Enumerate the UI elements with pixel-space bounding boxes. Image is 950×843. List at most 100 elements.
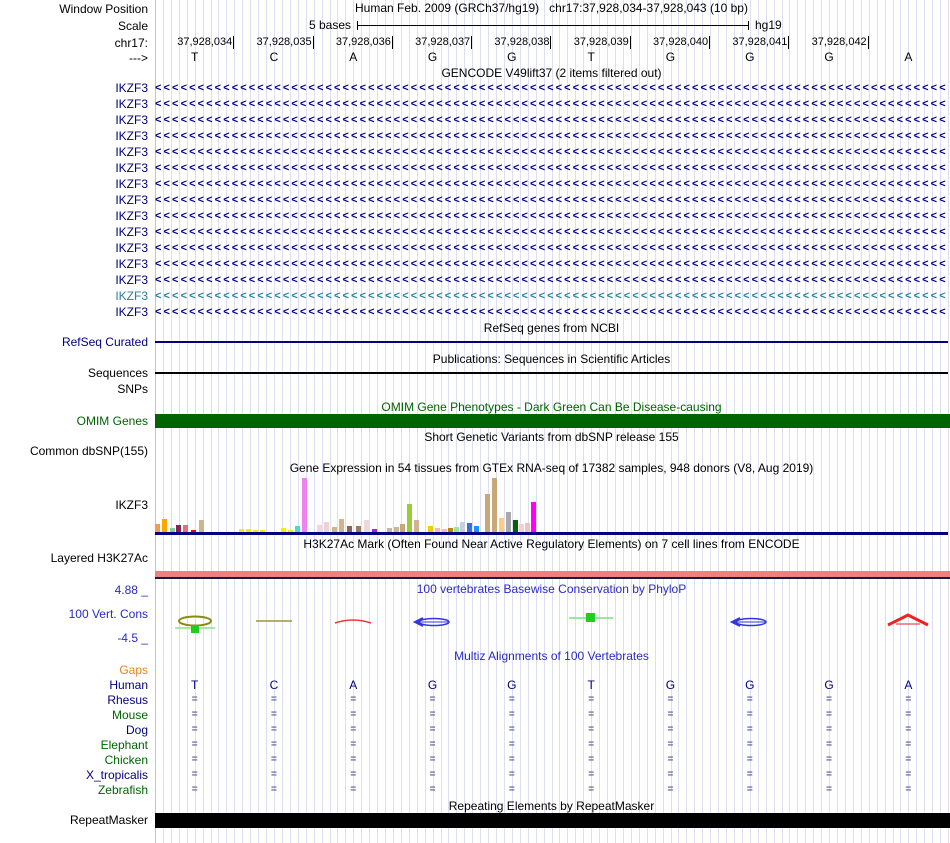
gencode-exon-arrows[interactable]: <<<<<<<<<<<<<<<<<<<<<<<<<<<<<<<<<<<<<<<<… [155, 82, 948, 94]
gtex-bar[interactable] [155, 524, 160, 532]
gtex-bar[interactable] [183, 525, 188, 532]
gencode-exon-arrows[interactable]: <<<<<<<<<<<<<<<<<<<<<<<<<<<<<<<<<<<<<<<<… [155, 242, 948, 254]
gencode-gene-label[interactable]: IKZF3 [115, 273, 148, 287]
gtex-bar[interactable] [324, 522, 329, 532]
species-label[interactable]: Mouse [111, 708, 148, 722]
gtex-gene-label[interactable]: IKZF3 [115, 498, 148, 512]
gtex-bar[interactable] [460, 522, 465, 532]
gtex-bar[interactable] [428, 526, 433, 532]
gencode-exon-arrows[interactable]: <<<<<<<<<<<<<<<<<<<<<<<<<<<<<<<<<<<<<<<<… [155, 146, 948, 158]
gtex-bar[interactable] [176, 525, 181, 532]
gtex-bar[interactable] [191, 530, 196, 532]
gtex-bar[interactable] [302, 478, 307, 532]
gencode-exon-arrows[interactable]: <<<<<<<<<<<<<<<<<<<<<<<<<<<<<<<<<<<<<<<<… [155, 258, 948, 270]
gtex-bar[interactable] [492, 478, 497, 532]
gtex-bar[interactable] [332, 527, 337, 532]
species-label[interactable]: Dog [125, 723, 148, 737]
gtex-bar[interactable] [253, 530, 258, 532]
gtex-bar[interactable] [394, 527, 399, 532]
gtex-bar[interactable] [448, 528, 453, 532]
h3k27ac-signal-bar[interactable] [155, 571, 950, 577]
gencode-exon-arrows[interactable]: <<<<<<<<<<<<<<<<<<<<<<<<<<<<<<<<<<<<<<<<… [155, 290, 948, 302]
phylop-label[interactable]: 100 Vert. Cons [68, 607, 148, 621]
gaps-label[interactable]: Gaps [119, 663, 148, 677]
gtex-bar[interactable] [474, 526, 479, 532]
gencode-exon-arrows[interactable]: <<<<<<<<<<<<<<<<<<<<<<<<<<<<<<<<<<<<<<<<… [155, 178, 948, 190]
phylop-mark-arc[interactable] [329, 614, 377, 636]
gtex-bar[interactable] [400, 524, 405, 532]
gtex-bar[interactable] [407, 504, 412, 532]
gencode-gene-label[interactable]: IKZF3 [115, 161, 148, 175]
gtex-bar[interactable] [454, 527, 459, 532]
gencode-exon-arrows[interactable]: <<<<<<<<<<<<<<<<<<<<<<<<<<<<<<<<<<<<<<<<… [155, 226, 948, 238]
gencode-gene-label[interactable]: IKZF3 [115, 241, 148, 255]
gtex-bar[interactable] [506, 512, 511, 532]
gtex-bar[interactable] [170, 528, 175, 532]
gtex-bar[interactable] [199, 520, 204, 532]
phylop-mark-caret[interactable] [884, 611, 932, 633]
gencode-gene-label[interactable]: IKZF3 [115, 113, 148, 127]
gtex-bar[interactable] [162, 519, 167, 532]
gtex-bar[interactable] [372, 529, 377, 532]
gtex-bar[interactable] [499, 518, 504, 532]
gtex-bar[interactable] [356, 526, 361, 532]
gencode-exon-arrows[interactable]: <<<<<<<<<<<<<<<<<<<<<<<<<<<<<<<<<<<<<<<<… [155, 114, 948, 126]
gencode-exon-arrows[interactable]: <<<<<<<<<<<<<<<<<<<<<<<<<<<<<<<<<<<<<<<<… [155, 98, 948, 110]
gtex-bar[interactable] [387, 528, 392, 532]
snps-label[interactable]: SNPs [117, 382, 148, 396]
species-label[interactable]: X_tropicalis [85, 768, 148, 782]
gencode-gene-label[interactable]: IKZF3 [115, 193, 148, 207]
species-label[interactable]: Rhesus [107, 693, 148, 707]
publications-item[interactable] [155, 372, 948, 374]
gencode-exon-arrows[interactable]: <<<<<<<<<<<<<<<<<<<<<<<<<<<<<<<<<<<<<<<<… [155, 130, 948, 142]
species-label[interactable]: Elephant [100, 738, 148, 752]
omim-gene-bar[interactable] [155, 414, 950, 428]
gtex-bar[interactable] [519, 524, 524, 532]
refseq-curated-item[interactable] [155, 341, 948, 343]
gencode-gene-label[interactable]: IKZF3 [115, 97, 148, 111]
gtex-bar[interactable] [485, 494, 490, 532]
gtex-bar[interactable] [295, 526, 300, 532]
phylop-mark-dash[interactable] [250, 614, 298, 636]
phylop-mark-arrow[interactable] [726, 614, 774, 636]
gtex-bar[interactable] [525, 523, 530, 532]
gtex-bar[interactable] [288, 530, 293, 532]
gencode-gene-label[interactable]: IKZF3 [115, 177, 148, 191]
h3k27ac-label[interactable]: Layered H3K27Ac [50, 551, 148, 565]
common-dbsnp-label[interactable]: Common dbSNP(155) [29, 444, 148, 458]
phylop-mark-ellipse-square[interactable] [171, 614, 219, 636]
gencode-gene-label[interactable]: IKZF3 [115, 305, 148, 319]
gtex-bar[interactable] [414, 520, 419, 532]
gencode-exon-arrows[interactable]: <<<<<<<<<<<<<<<<<<<<<<<<<<<<<<<<<<<<<<<<… [155, 274, 948, 286]
gencode-gene-label[interactable]: IKZF3 [115, 145, 148, 159]
gencode-exon-arrows[interactable]: <<<<<<<<<<<<<<<<<<<<<<<<<<<<<<<<<<<<<<<<… [155, 210, 948, 222]
gtex-bar[interactable] [364, 520, 369, 532]
repeatmasker-label[interactable]: RepeatMasker [69, 813, 148, 827]
gencode-exon-arrows[interactable]: <<<<<<<<<<<<<<<<<<<<<<<<<<<<<<<<<<<<<<<<… [155, 162, 948, 174]
gtex-bar[interactable] [317, 525, 322, 532]
sequences-label[interactable]: Sequences [87, 366, 148, 380]
gtex-bar[interactable] [435, 528, 440, 532]
phylop-mark-arrow[interactable] [409, 614, 457, 636]
gencode-exon-arrows[interactable]: <<<<<<<<<<<<<<<<<<<<<<<<<<<<<<<<<<<<<<<<… [155, 194, 948, 206]
species-label[interactable]: Zebrafish [97, 783, 148, 797]
gencode-gene-label[interactable]: IKZF3 [115, 257, 148, 271]
gencode-gene-label[interactable]: IKZF3 [115, 225, 148, 239]
gencode-gene-label[interactable]: IKZF3 [115, 289, 148, 303]
species-label[interactable]: Human [109, 678, 148, 692]
omim-genes-label[interactable]: OMIM Genes [76, 414, 148, 428]
gtex-bar[interactable] [281, 528, 286, 532]
refseq-curated-label[interactable]: RefSeq Curated [61, 335, 148, 349]
gencode-gene-label[interactable]: IKZF3 [115, 81, 148, 95]
gtex-bar[interactable] [531, 502, 536, 532]
gtex-bar[interactable] [513, 520, 518, 532]
gtex-bar[interactable] [260, 530, 265, 532]
gtex-bar[interactable] [347, 526, 352, 532]
phylop-mark-tick-square[interactable] [567, 611, 615, 633]
gtex-bar[interactable] [467, 523, 472, 532]
repeatmasker-bar[interactable] [155, 813, 950, 828]
gencode-gene-label[interactable]: IKZF3 [115, 209, 148, 223]
gencode-exon-arrows[interactable]: <<<<<<<<<<<<<<<<<<<<<<<<<<<<<<<<<<<<<<<<… [155, 306, 948, 318]
gencode-gene-label[interactable]: IKZF3 [115, 129, 148, 143]
gtex-bar[interactable] [339, 519, 344, 532]
